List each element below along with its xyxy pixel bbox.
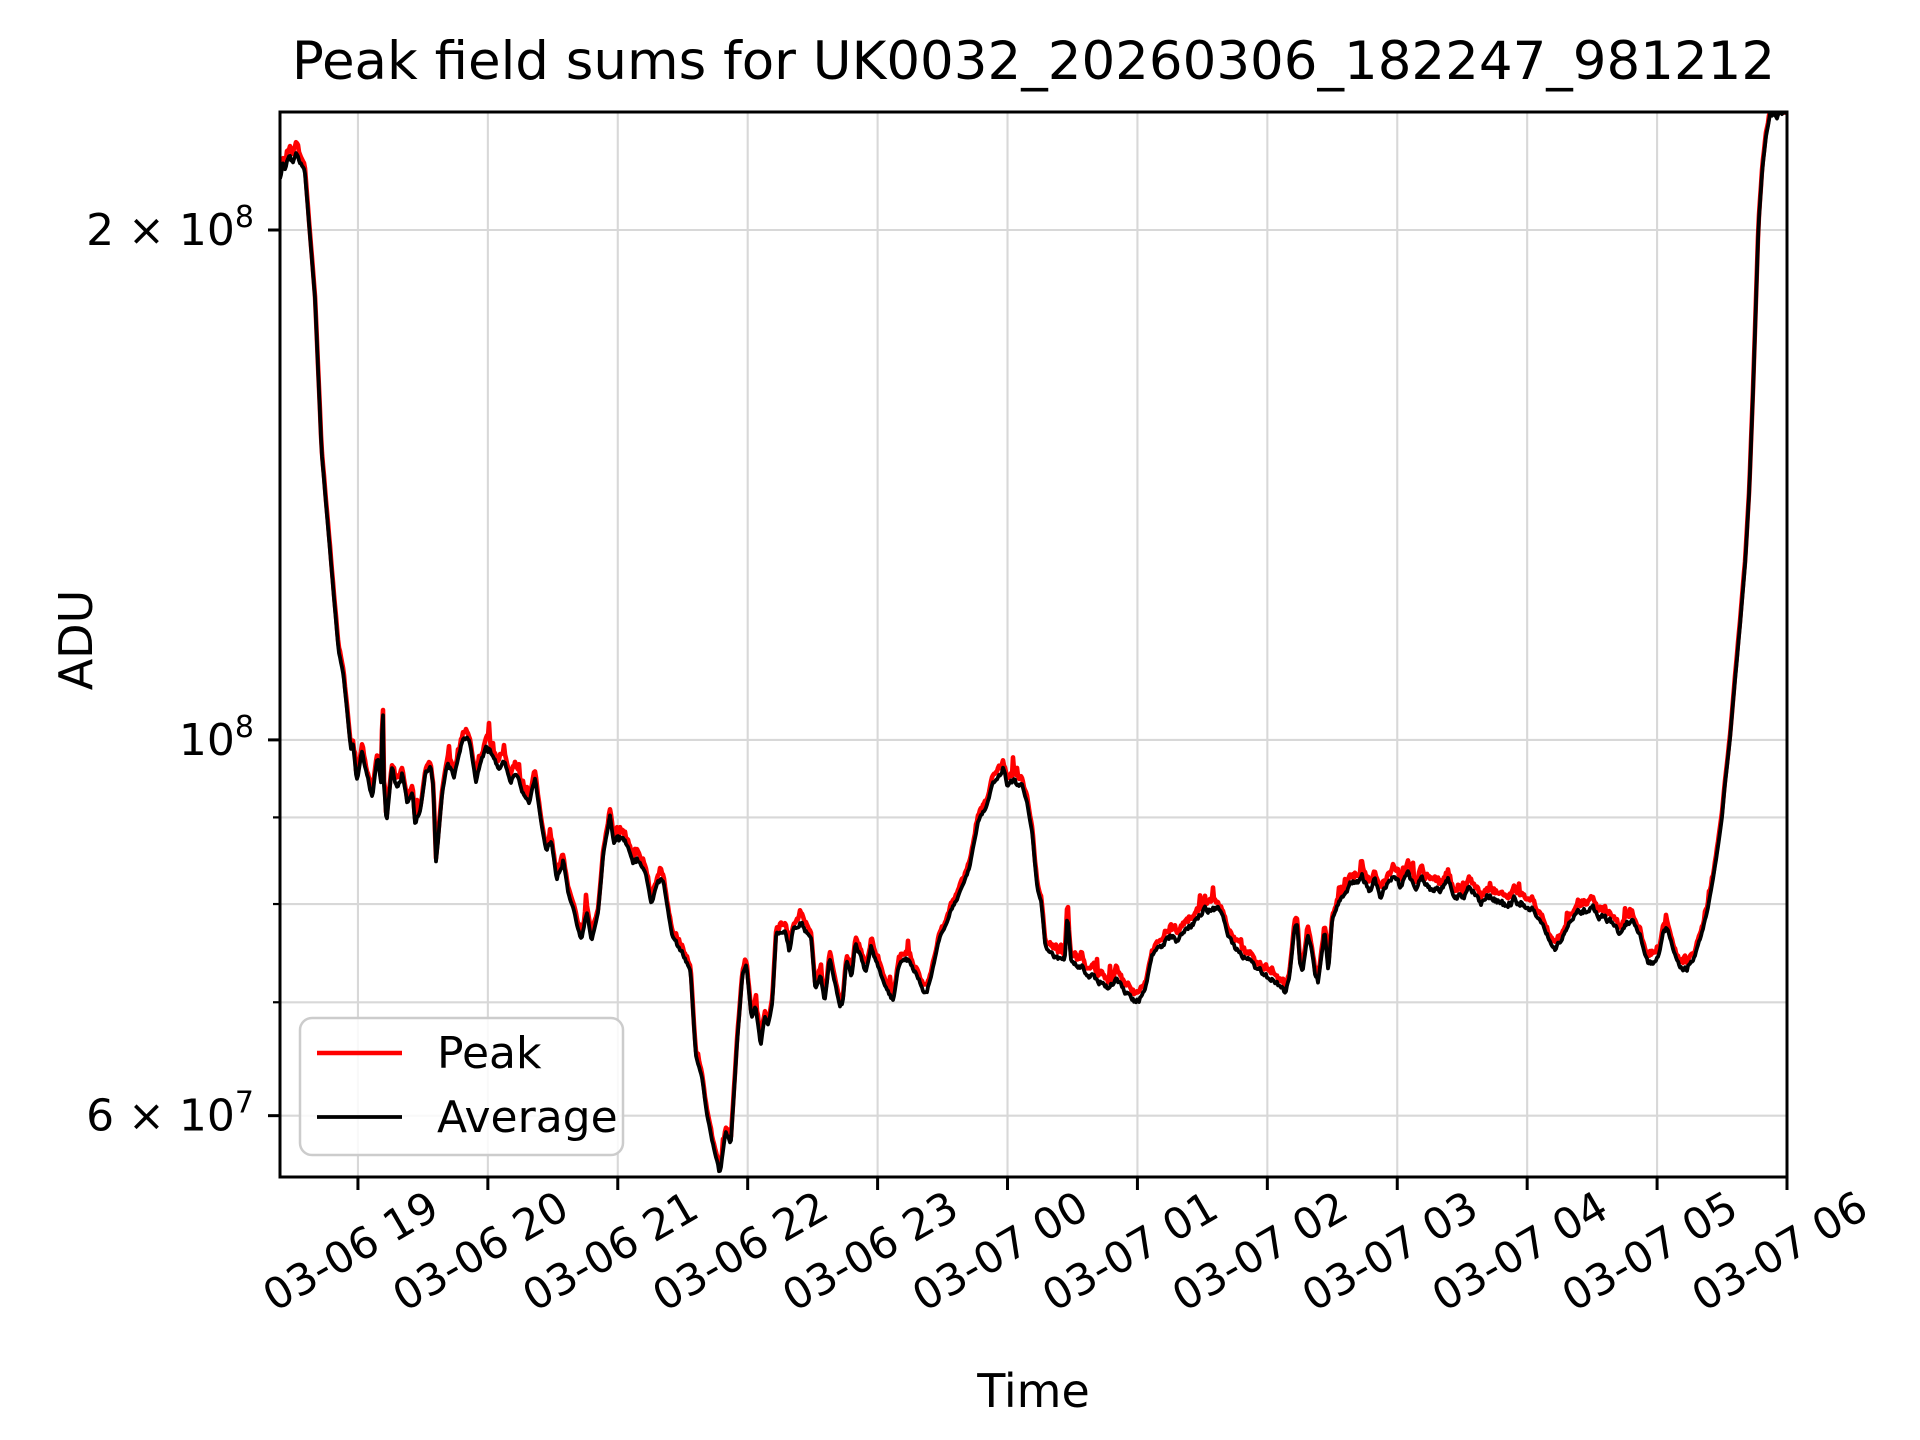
x-axis-label: Time xyxy=(977,1364,1090,1418)
legend-label-average: Average xyxy=(437,1092,618,1143)
series-group xyxy=(280,112,1787,1174)
legend-label-peak: Peak xyxy=(437,1028,542,1079)
legend: Peak Average xyxy=(298,1016,625,1157)
average-line xyxy=(280,112,1787,1174)
y-tick-label: 108 xyxy=(179,710,254,766)
chart-title: Peak field sums for UK0032_20260306_1822… xyxy=(291,31,1776,92)
peak-line xyxy=(280,112,1787,1166)
y-tick-label: 2 × 108 xyxy=(86,200,254,256)
plot-border xyxy=(278,110,1789,1179)
y-tick-label: 6 × 107 xyxy=(86,1086,254,1142)
